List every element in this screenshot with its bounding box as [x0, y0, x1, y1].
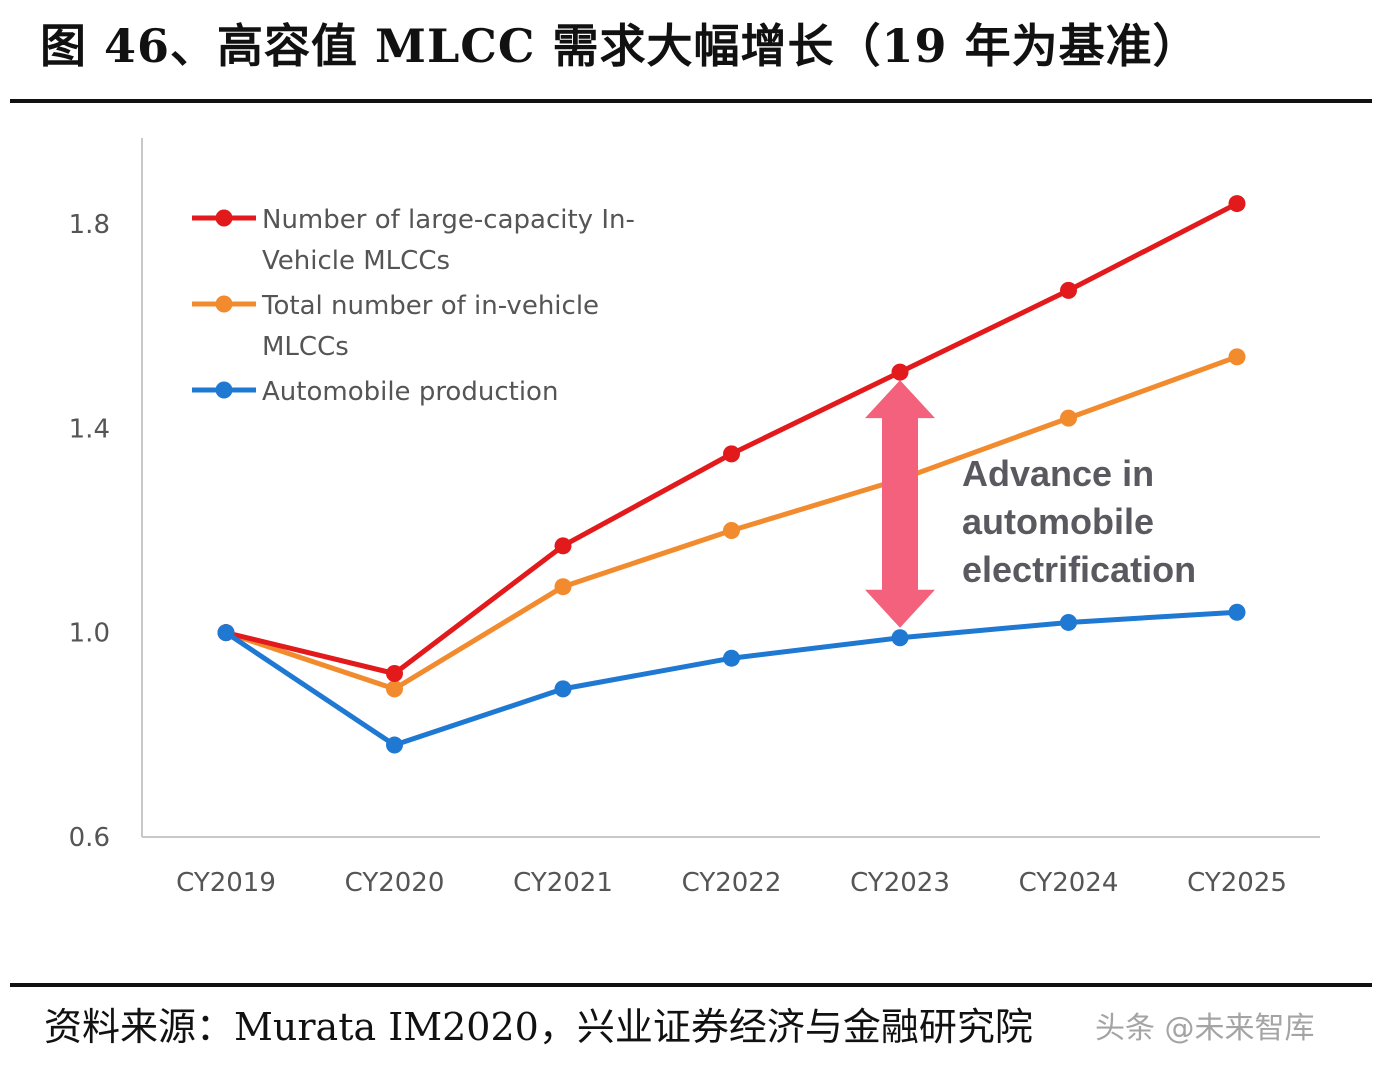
- data-point: [554, 537, 572, 555]
- y-tick-label: 1.4: [69, 414, 110, 444]
- source-divider: [10, 983, 1372, 987]
- source-note: 资料来源：Murata IM2020，兴业证券经济与金融研究院: [44, 1005, 1033, 1049]
- double-arrow-icon: [865, 380, 935, 628]
- data-point: [723, 649, 740, 667]
- legend-label: Number of large-capacity In-: [262, 205, 635, 235]
- data-point: [723, 522, 740, 539]
- x-tick-label: CY2021: [513, 868, 613, 898]
- data-point: [386, 665, 403, 683]
- legend-swatch-marker: [215, 381, 233, 399]
- watermark: 头条 @未来智库: [1095, 1011, 1315, 1046]
- data-point: [1228, 603, 1246, 621]
- x-tick-label: CY2019: [176, 868, 276, 898]
- data-point: [554, 680, 572, 698]
- data-point: [1228, 348, 1246, 366]
- y-tick-label: 0.6: [69, 823, 110, 853]
- x-tick-label: CY2020: [345, 868, 445, 898]
- x-tick-label: CY2022: [682, 868, 782, 898]
- line-chart: 1.8 1.4 1.0 0.6 CY2019 CY2020 CY2021 CY2022 CY20…: [69, 138, 1320, 898]
- x-tick-label: CY2024: [1019, 868, 1119, 898]
- data-point: [723, 445, 740, 463]
- legend-swatch-marker: [215, 295, 233, 313]
- data-point: [1060, 409, 1077, 427]
- data-point: [1060, 613, 1077, 631]
- x-tick-label: CY2025: [1187, 868, 1287, 898]
- data-point: [217, 624, 235, 642]
- y-tick-label: 1.0: [69, 619, 110, 649]
- legend-swatch-marker: [215, 209, 233, 227]
- annotation-text: Advance in: [962, 453, 1154, 494]
- legend-label: MLCCs: [262, 332, 349, 362]
- figure-title: 图 46、高容值 MLCC 需求大幅增长（19 年为基准）: [40, 19, 1200, 73]
- series-line-2: [223, 609, 1240, 748]
- annotation-text: electrification: [962, 549, 1196, 590]
- data-point: [386, 736, 403, 754]
- x-tick-label: CY2023: [850, 868, 950, 898]
- legend-label: Vehicle MLCCs: [262, 246, 450, 276]
- annotation-text: automobile: [962, 501, 1154, 542]
- title-divider: [10, 99, 1372, 103]
- data-point: [1228, 195, 1246, 213]
- data-point: [891, 363, 909, 381]
- data-point: [386, 680, 403, 698]
- data-point: [891, 629, 909, 647]
- y-tick-label: 1.8: [69, 210, 110, 240]
- legend-label: Automobile production: [262, 377, 558, 407]
- data-point: [1060, 281, 1077, 299]
- legend-label: Total number of in-vehicle: [261, 291, 599, 321]
- data-point: [554, 578, 572, 596]
